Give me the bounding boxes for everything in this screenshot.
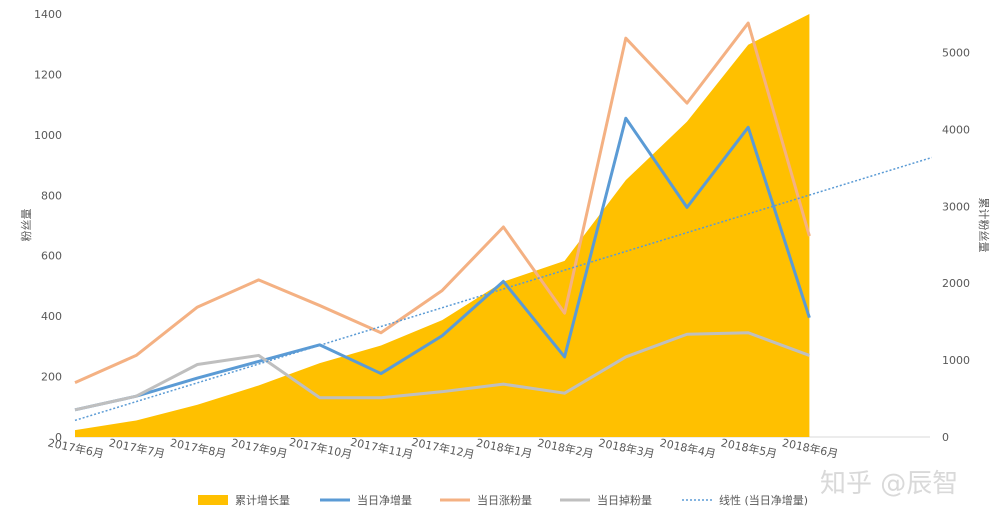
trendline: [74, 156, 933, 422]
legend-label-2: 当日涨粉量: [477, 493, 532, 507]
area-series-layer: [75, 14, 810, 437]
x-tick-label-12: 2018年6月: [781, 435, 840, 461]
x-tick-label-4: 2017年10月: [288, 435, 354, 462]
line-series-3: [74, 331, 810, 412]
x-tick-label-1: 2017年7月: [108, 435, 167, 461]
line-series-2: [74, 21, 811, 384]
left-axis-title: 粉丝量: [20, 209, 33, 242]
right-tick-4: 4000: [942, 123, 970, 136]
legend-label-1: 当日净增量: [357, 493, 412, 507]
line-series-layer: [74, 21, 933, 422]
x-tick-label-3: 2017年9月: [230, 435, 289, 461]
legend-swatch-0: [198, 495, 228, 505]
right-axis-ticks: 0 1000 2000 3000 4000 5000: [942, 46, 970, 444]
area-cumulative: [75, 14, 810, 437]
right-axis-title: 累计粉丝量: [977, 198, 990, 253]
right-tick-3: 3000: [942, 200, 970, 213]
right-tick-5: 5000: [942, 46, 970, 59]
x-tick-label-0: 2017年6月: [46, 435, 105, 461]
x-tick-label-7: 2018年1月: [475, 435, 534, 461]
line-series-1: [74, 116, 811, 412]
watermark: 知乎 @辰智: [820, 469, 958, 499]
legend: 累计增长量 当日净增量 当日涨粉量 当日掉粉量 线性 (当日净增量): [198, 493, 808, 507]
left-tick-2: 400: [41, 310, 62, 323]
legend-label-0: 累计增长量: [235, 493, 290, 507]
x-tick-label-9: 2018年3月: [597, 435, 656, 461]
x-tick-label-2: 2017年8月: [169, 435, 228, 461]
left-tick-3: 600: [41, 250, 62, 263]
x-tick-label-6: 2017年12月: [410, 435, 476, 462]
left-tick-5: 1000: [34, 129, 62, 142]
legend-label-3: 当日掉粉量: [597, 493, 652, 507]
left-axis-ticks: 0 200 400 600 800 1000 1200 1400: [34, 8, 62, 444]
x-tick-label-11: 2018年5月: [720, 435, 779, 461]
right-tick-1: 1000: [942, 354, 970, 367]
right-tick-2: 2000: [942, 277, 970, 290]
left-tick-0: 0: [55, 431, 62, 444]
left-tick-1: 200: [41, 371, 62, 384]
x-tick-label-5: 2017年11月: [349, 435, 415, 462]
left-tick-7: 1400: [34, 8, 62, 21]
left-tick-4: 800: [41, 189, 62, 202]
right-tick-0: 0: [942, 431, 949, 444]
x-tick-label-10: 2018年4月: [658, 435, 717, 461]
left-tick-6: 1200: [34, 68, 62, 81]
x-axis-tick-labels: 2017年6月 2017年7月 2017年8月 2017年9月 2017年10月2017…: [46, 435, 839, 462]
x-tick-label-8: 2018年2月: [536, 435, 595, 461]
legend-label-4: 线性 (当日净增量): [719, 493, 808, 507]
